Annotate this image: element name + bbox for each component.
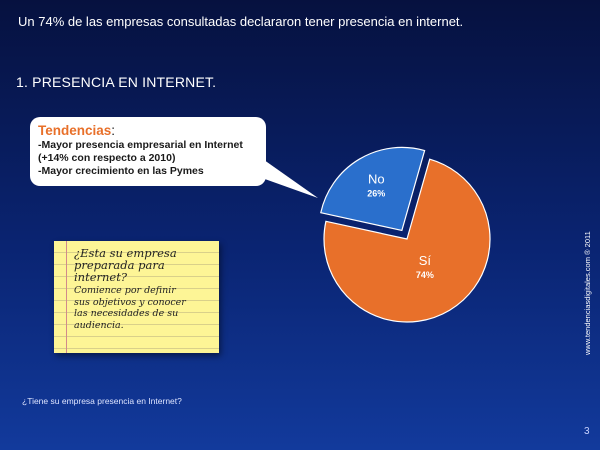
pie-slice-si [323, 158, 491, 323]
callout-line-3: -Mayor crecimiento en las Pymes [38, 165, 204, 177]
callout-line-2: (+14% con respecto a 2010) [38, 152, 176, 164]
slice-label-no: No [368, 172, 385, 187]
callout-line-1: -Mayor presencia empresarial en Internet [38, 139, 243, 151]
note-advice: Comience por definir sus objetivos y con… [74, 285, 211, 331]
section-title: 1. PRESENCIA EN INTERNET. [16, 74, 217, 90]
note-advice-line-4: audiencia. [74, 319, 124, 331]
note-advice-line-1: Comience por definir [74, 285, 176, 296]
note-question-line-3: internet? [74, 270, 128, 284]
note-advice-line-3: las necesidades de su [74, 308, 179, 319]
note-question-line-1: ¿Esta su empresa [74, 246, 177, 260]
pie-slice-group-si: Sí 74% [323, 158, 491, 323]
note-question: ¿Esta su empresa preparada para internet… [74, 247, 211, 283]
headline: Un 74% de las empresas consultadas decla… [18, 14, 464, 29]
sticky-note: ¿Esta su empresa preparada para internet… [54, 241, 219, 353]
slice-value-si: 74% [416, 270, 434, 280]
trends-callout: Tendencias: -Mayor presencia empresarial… [30, 117, 266, 186]
slice-value-no: 26% [367, 189, 385, 199]
page-number: 3 [584, 426, 590, 437]
pie-slice-group-no: No 26% [320, 146, 426, 232]
callout-title-row: Tendencias: [38, 122, 258, 139]
note-advice-line-2: sus objetivos y conocer [74, 296, 186, 308]
note-question-line-2: preparada para [74, 258, 165, 272]
slice-label-si: Sí [419, 253, 432, 268]
pie-slice-no [320, 146, 426, 232]
side-url: www.tendenciasdigitales.com ® 2011 [583, 231, 592, 355]
callout-colon: : [111, 123, 116, 138]
callout-title: Tendencias [38, 123, 112, 138]
footer-question: ¿Tiene su empresa presencia en Internet? [22, 396, 182, 406]
